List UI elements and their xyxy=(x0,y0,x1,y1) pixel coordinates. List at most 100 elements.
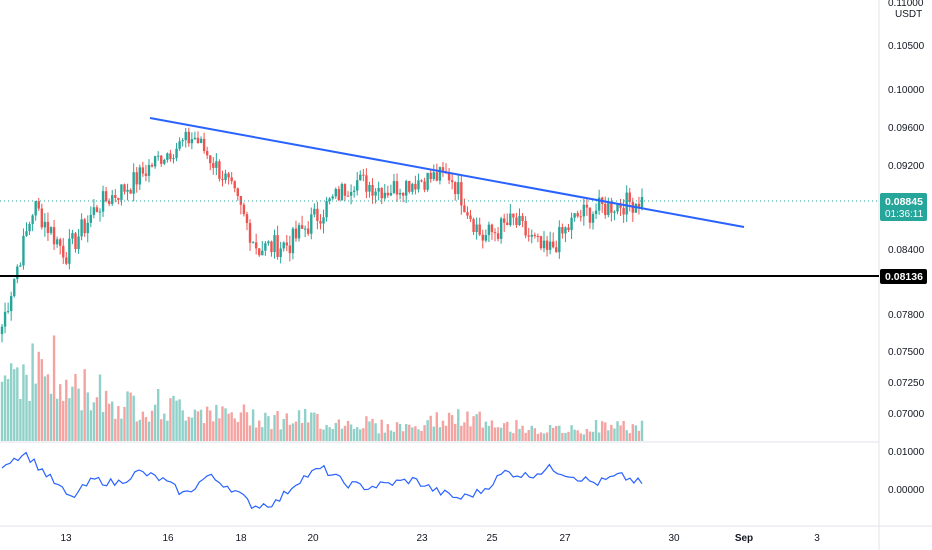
candle-body xyxy=(377,187,380,192)
price-axis[interactable]: 0.11000 USDT 0.10500 0.10000 0.09600 0.0… xyxy=(888,0,925,496)
candle-body xyxy=(104,191,108,202)
candle-body xyxy=(181,140,184,142)
time-axis[interactable]: 13 16 18 20 23 25 27 30 Sep 3 xyxy=(60,533,820,544)
volume-bar xyxy=(524,432,527,441)
volume-bar xyxy=(352,428,356,441)
candle-body xyxy=(129,189,132,194)
candle-body xyxy=(466,212,469,216)
candle-body xyxy=(264,243,267,251)
candle-body xyxy=(153,156,157,167)
candle-body xyxy=(319,220,322,224)
volume-bar xyxy=(610,424,613,441)
candle-body xyxy=(356,180,359,191)
candle-body xyxy=(0,326,4,334)
volume-bar xyxy=(135,421,138,441)
volume-bar xyxy=(166,420,169,441)
volume-bar xyxy=(6,379,10,441)
volume-bar xyxy=(202,423,206,441)
candle-body xyxy=(276,235,279,257)
candle-body xyxy=(307,228,310,234)
volume-bar xyxy=(493,427,497,441)
candle-body xyxy=(236,188,239,197)
candle-body xyxy=(490,224,494,233)
volume-bar xyxy=(576,430,579,441)
volume-bar xyxy=(401,431,405,441)
candle-body xyxy=(487,224,491,236)
volume-bar xyxy=(98,374,102,441)
volume-bar xyxy=(77,388,80,441)
candle-body xyxy=(435,172,439,181)
volume-bar xyxy=(248,425,252,441)
candle-body xyxy=(288,245,292,254)
volume-bar xyxy=(570,425,573,441)
volume-bar xyxy=(3,375,7,441)
candle-body xyxy=(120,184,123,200)
volume-bar xyxy=(34,383,37,441)
candle-body xyxy=(524,221,527,236)
volume-bar xyxy=(86,392,89,441)
candle-body xyxy=(478,224,481,235)
volume-bar xyxy=(604,422,607,441)
volume-bar xyxy=(561,432,564,441)
volume-bar xyxy=(506,421,509,441)
descending-trendline[interactable] xyxy=(149,117,745,228)
volume-bar xyxy=(95,397,99,441)
volume-bar xyxy=(460,425,463,441)
volume-bar xyxy=(184,420,187,441)
volume-bar xyxy=(405,424,408,441)
candle-body xyxy=(98,211,102,213)
volume-bar xyxy=(392,431,396,441)
candle-body xyxy=(420,180,423,182)
candle-body xyxy=(77,236,80,249)
volume-bar xyxy=(270,429,273,441)
candle-body xyxy=(209,155,212,164)
volume-bar xyxy=(264,412,267,441)
candle-body xyxy=(258,248,261,256)
volume-bar xyxy=(224,408,227,441)
volume-bar xyxy=(334,422,337,441)
candle-body xyxy=(303,228,307,230)
candle-body xyxy=(95,207,99,212)
candle-body xyxy=(597,197,601,211)
volume-bar xyxy=(469,426,472,441)
time-tick: 13 xyxy=(60,533,72,544)
volume-bar xyxy=(254,427,258,441)
candle-body xyxy=(457,182,460,195)
volume-bar xyxy=(43,376,47,441)
volume-bar xyxy=(221,406,224,441)
candle-body xyxy=(640,197,644,209)
volume-bar xyxy=(212,421,215,441)
oscillator-pane[interactable] xyxy=(0,442,879,526)
volume-bar xyxy=(585,429,589,441)
candle-body xyxy=(499,218,503,239)
price-pane[interactable] xyxy=(0,0,879,442)
volume-bar xyxy=(62,400,65,441)
volume-bar xyxy=(282,419,285,441)
volume-bar xyxy=(478,411,481,441)
volume-bar xyxy=(89,410,93,441)
time-tick: 23 xyxy=(416,533,428,544)
volume-bar xyxy=(123,406,126,441)
candle-body xyxy=(40,208,44,228)
candle-body xyxy=(567,227,570,231)
candle-body xyxy=(576,213,579,217)
candle-body xyxy=(117,197,120,200)
volume-bar xyxy=(251,409,255,441)
volume-bar xyxy=(555,426,558,441)
volume-bar xyxy=(68,398,71,441)
candle-body xyxy=(515,217,518,226)
candle-body xyxy=(83,219,86,234)
candle-body xyxy=(334,188,337,197)
volume-bar xyxy=(163,413,166,441)
candle-body xyxy=(111,195,114,204)
volume-bar xyxy=(417,429,420,441)
candle-body xyxy=(147,164,151,176)
candle-body xyxy=(3,311,7,327)
candle-body xyxy=(533,234,537,237)
candle-body xyxy=(62,245,65,258)
candle-body xyxy=(484,235,488,241)
candle-body xyxy=(362,174,365,176)
volume-bar xyxy=(481,427,484,441)
candle-body xyxy=(401,192,405,196)
